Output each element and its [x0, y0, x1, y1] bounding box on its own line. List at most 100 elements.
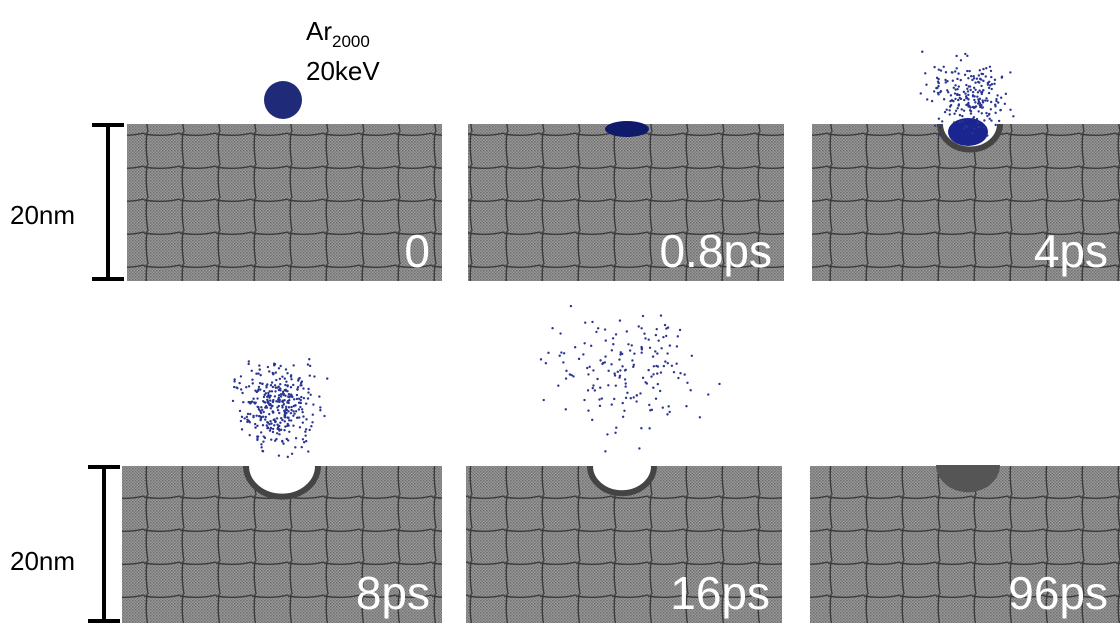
atom	[288, 393, 290, 395]
atom	[994, 79, 996, 81]
atom	[295, 410, 297, 412]
atom	[953, 87, 955, 89]
atom	[249, 434, 251, 436]
atom	[286, 385, 288, 387]
atom	[950, 94, 952, 96]
atom	[595, 331, 597, 333]
atom	[290, 406, 292, 408]
atom	[233, 378, 235, 380]
atom	[689, 389, 691, 391]
atom	[584, 321, 586, 323]
atom	[256, 439, 258, 441]
atom	[291, 396, 293, 398]
atom	[994, 104, 996, 106]
atom	[565, 370, 567, 372]
atom	[617, 371, 619, 373]
time-label: 8ps	[356, 567, 430, 619]
atom	[277, 409, 279, 411]
atom	[274, 395, 276, 397]
atom	[945, 71, 947, 73]
atom	[302, 387, 304, 389]
atom	[268, 413, 270, 415]
atom	[638, 325, 640, 327]
atom	[621, 365, 623, 367]
atom	[592, 387, 594, 389]
atom	[982, 68, 984, 70]
atom	[619, 319, 621, 321]
atom	[599, 359, 601, 361]
atom	[985, 112, 987, 114]
atom	[969, 85, 971, 87]
atom	[565, 408, 567, 410]
atom	[961, 120, 963, 122]
atom	[283, 414, 285, 416]
atom	[996, 94, 998, 96]
atom	[936, 77, 938, 79]
atom	[943, 66, 945, 68]
atom	[940, 90, 942, 92]
projectile-label: Ar 2000 20keV	[306, 16, 380, 86]
atom	[943, 98, 945, 100]
atom	[937, 85, 939, 87]
atom	[607, 384, 609, 386]
atom	[284, 420, 286, 422]
atom	[296, 417, 298, 419]
atom	[284, 416, 286, 418]
atom	[604, 355, 606, 357]
atom	[262, 416, 264, 418]
atom	[591, 419, 593, 421]
scale-label: 20nm	[10, 200, 75, 230]
atom	[998, 120, 1000, 122]
atom	[971, 106, 973, 108]
atom	[249, 421, 251, 423]
atom	[284, 395, 286, 397]
atom	[269, 420, 271, 422]
atom	[982, 73, 984, 75]
atom	[241, 428, 243, 430]
atom	[679, 372, 681, 374]
atom	[288, 431, 290, 433]
atom	[979, 78, 981, 80]
atom	[255, 372, 257, 374]
atom	[648, 338, 650, 340]
atom	[301, 446, 303, 448]
atom	[265, 416, 267, 418]
atom	[960, 98, 962, 100]
atom	[299, 406, 301, 408]
atom	[685, 405, 687, 407]
atom	[587, 373, 589, 375]
atom	[940, 69, 942, 71]
atom	[583, 342, 585, 344]
atom	[299, 402, 301, 404]
atom	[986, 134, 988, 136]
atom	[258, 364, 260, 366]
atom	[280, 395, 282, 397]
atom	[665, 335, 667, 337]
atom	[640, 327, 642, 329]
atom	[293, 405, 295, 407]
atom	[279, 365, 281, 367]
atom	[946, 80, 948, 82]
atom	[278, 367, 280, 369]
figure: 00.8ps4ps8ps16ps96ps Ar 2000 20keV 20nm …	[0, 0, 1120, 623]
atom	[954, 84, 956, 86]
atom	[292, 384, 294, 386]
atom	[964, 74, 966, 76]
atom	[241, 416, 243, 418]
atom	[619, 375, 621, 377]
atom	[281, 440, 283, 442]
atom	[594, 389, 596, 391]
atom	[921, 51, 923, 53]
atom	[278, 433, 280, 435]
atom	[290, 409, 292, 411]
atom	[988, 118, 990, 120]
atom	[980, 104, 982, 106]
atom	[287, 423, 289, 425]
atom	[642, 377, 644, 379]
atom	[606, 433, 608, 435]
atom	[278, 394, 280, 396]
atom	[285, 406, 287, 408]
atom	[302, 415, 304, 417]
atom	[256, 435, 258, 437]
atom	[951, 71, 953, 73]
